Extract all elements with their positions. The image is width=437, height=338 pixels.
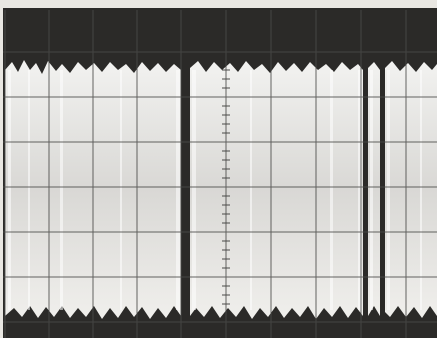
signal-envelope [368,62,380,316]
oscilloscope-photo [0,0,437,338]
page [0,0,437,338]
signal-envelope [190,61,363,319]
signal-envelope [385,61,437,318]
